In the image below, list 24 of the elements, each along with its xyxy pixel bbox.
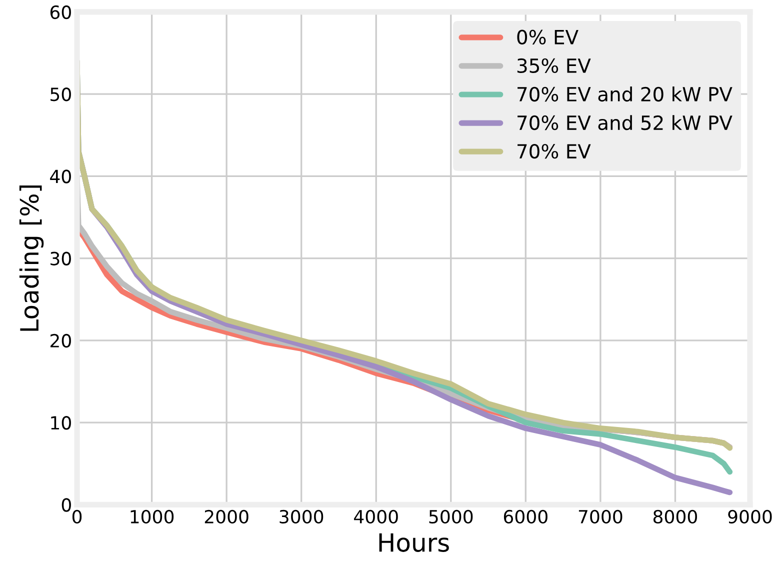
x-tick-label: 6000 [504,510,548,524]
y-tick-label: 60 [50,5,71,20]
y-tick-label: 50 [50,88,71,102]
y-tick-label: 10 [51,416,71,430]
legend-label: 70% EV and 20 kW PV [518,86,732,102]
y-axis-title: Loading [%] [19,186,44,331]
x-axis-title: Hours [379,533,449,552]
x-tick-label: 8000 [653,510,697,524]
x-tick-label: 0 [72,510,82,524]
y-tick-label: 20 [50,334,71,348]
x-tick-label: 4000 [354,510,398,524]
x-tick-label: 5000 [429,510,473,524]
x-tick-label: 9000 [728,510,772,524]
x-tick-label: 7000 [578,510,622,524]
x-tick-label: 2000 [204,510,248,524]
x-tick-label: 1000 [130,510,174,524]
x-tick-label: 3000 [280,510,324,524]
legend-label: 0% EV [517,30,578,44]
y-tick-label: 30 [50,252,71,266]
y-tick-label: 40 [50,170,71,184]
legend-label: 70% EV [518,144,591,159]
y-tick-label: 0 [62,498,71,512]
legend-label: 35% EV [517,58,591,74]
legend-label: 70% EV and 52 kW PV [518,115,732,130]
